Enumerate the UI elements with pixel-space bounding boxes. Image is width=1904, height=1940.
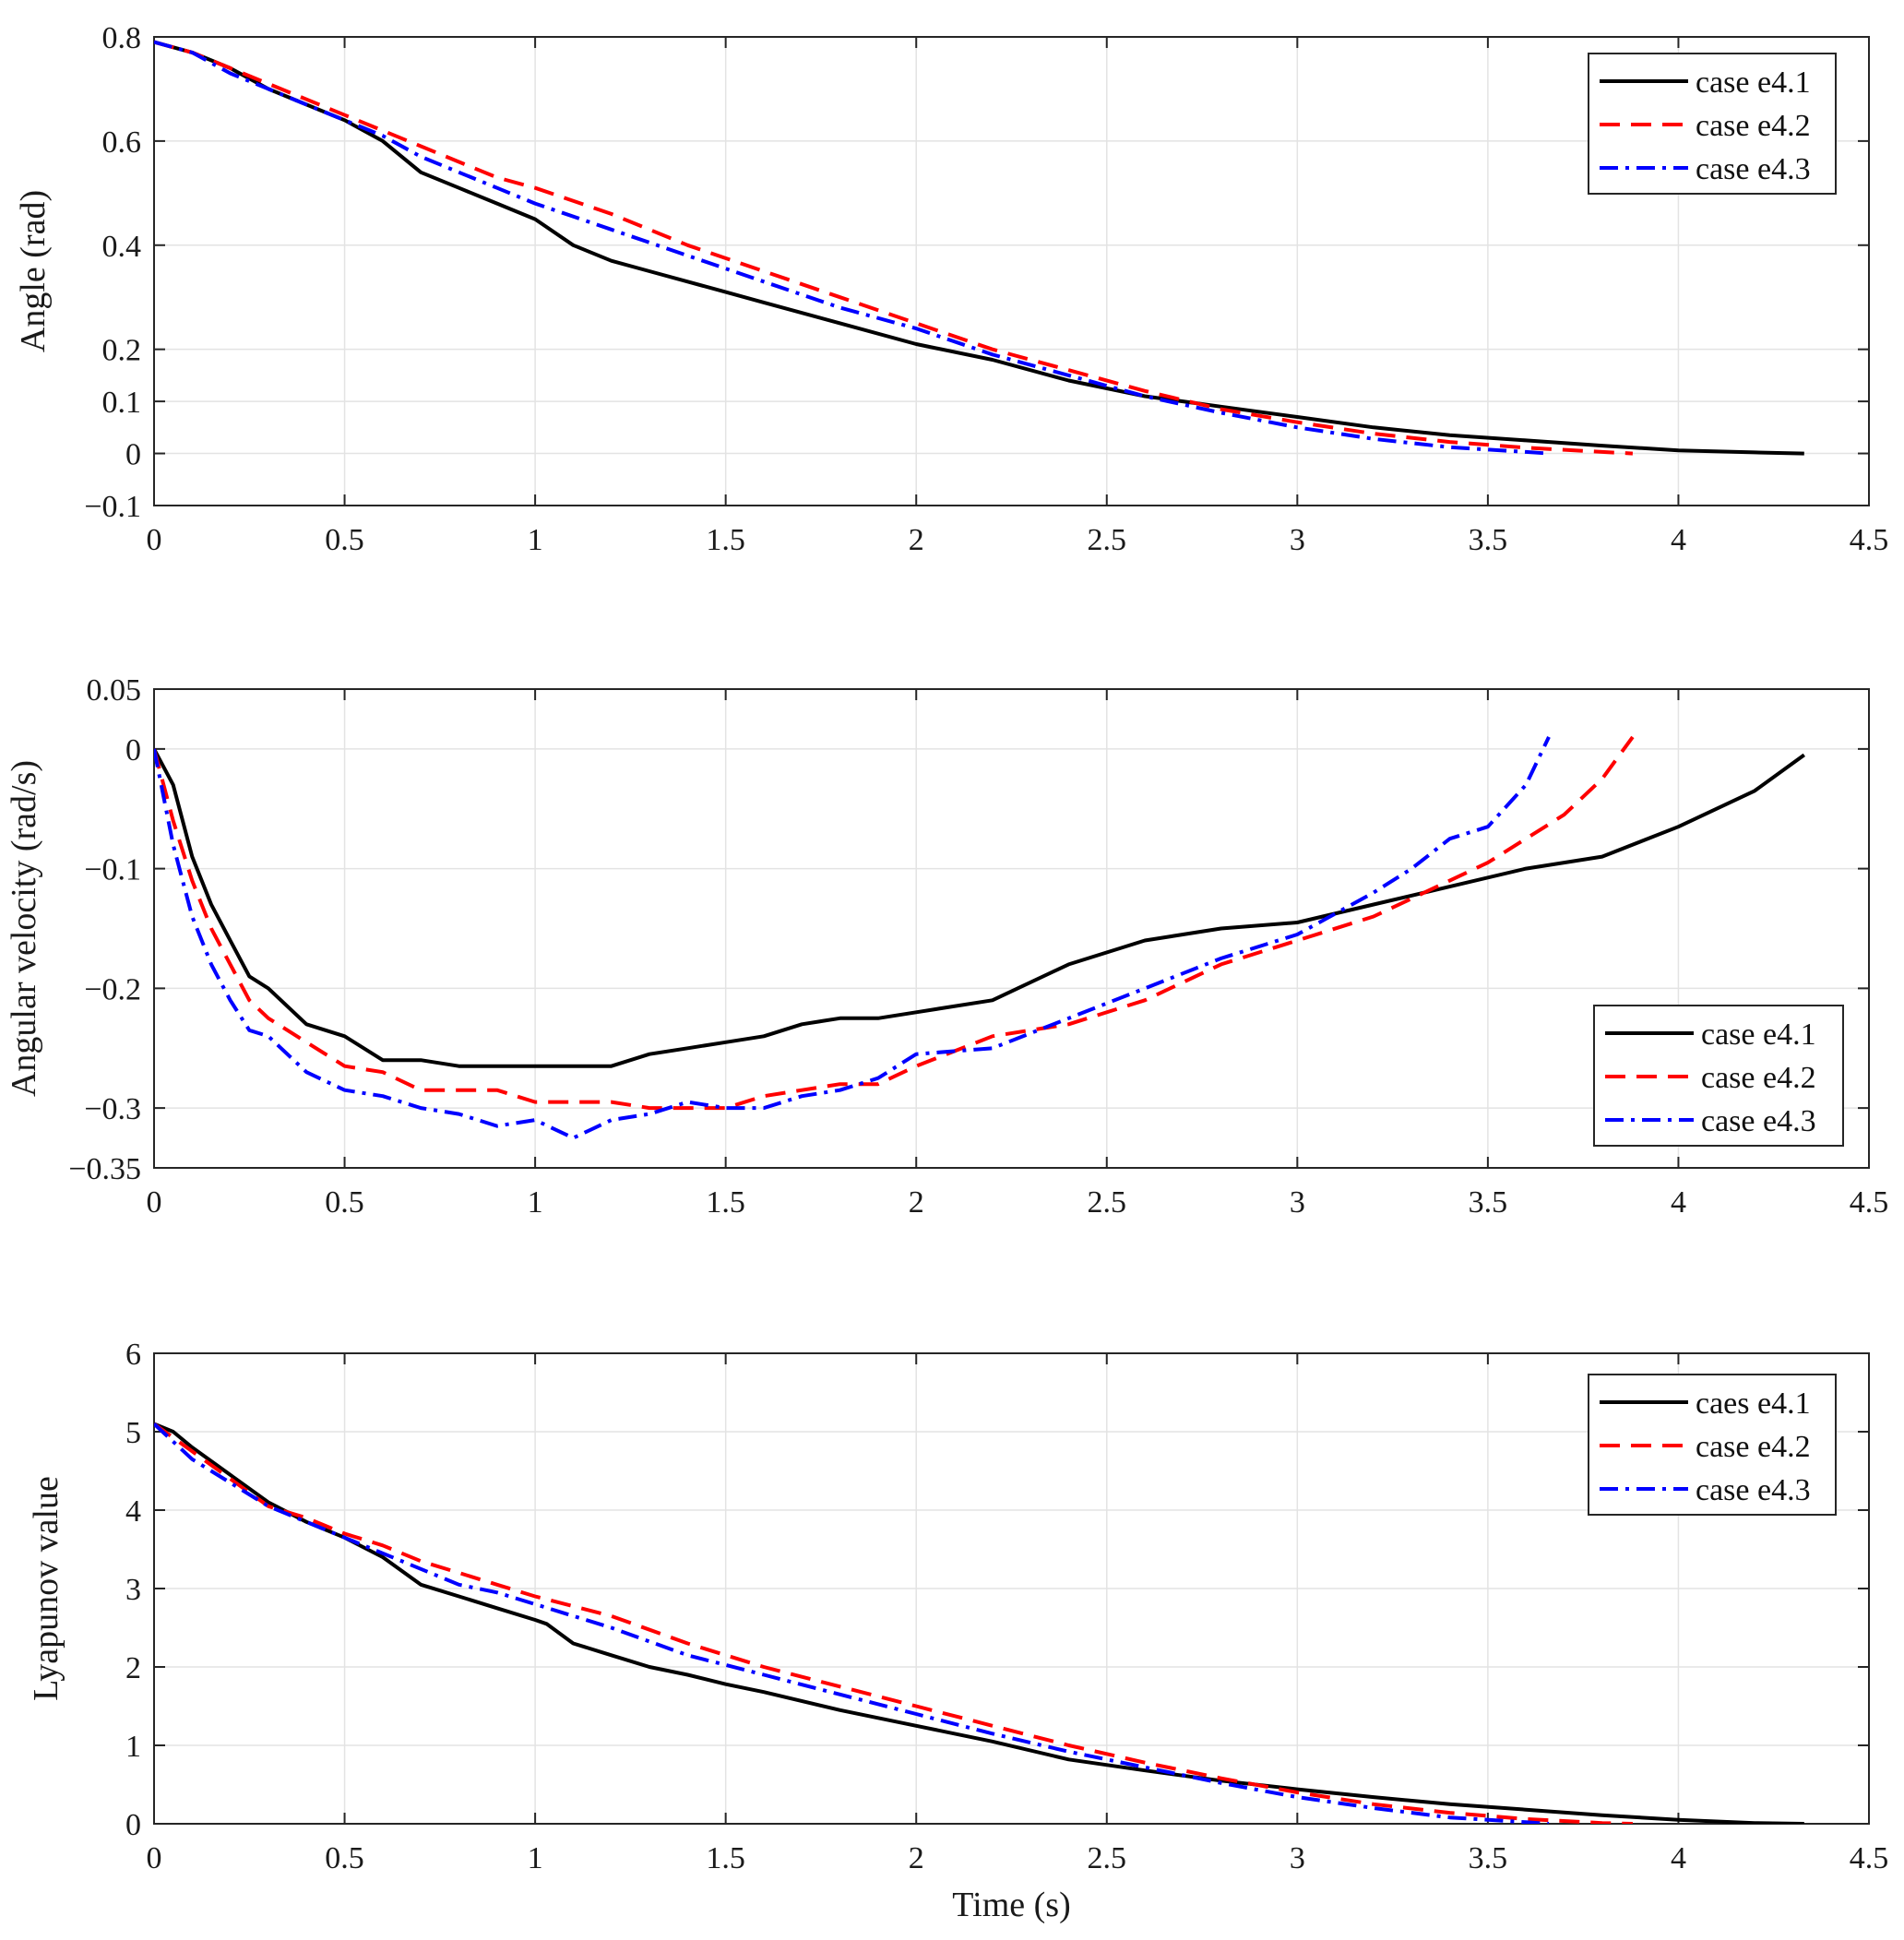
x-tick-label: 2	[909, 1185, 924, 1220]
x-tick-label: 0.5	[325, 1841, 364, 1875]
x-tick-label: 0	[147, 523, 162, 557]
y-axis-label: Angular velocity (rad/s)	[5, 760, 43, 1097]
x-tick-label: 4.5	[1850, 1841, 1889, 1875]
legend: case e4.1 case e4.2 case e4.3	[1593, 1005, 1844, 1147]
y-tick-label: 6	[125, 1338, 141, 1372]
y-tick-label: 1	[125, 1730, 141, 1764]
series-line-case-e4-2	[154, 1422, 1633, 1824]
series-line-case-e4-3	[154, 1422, 1550, 1824]
series-line-case-e4-3	[154, 736, 1551, 1140]
x-tick-label: 1.5	[706, 523, 745, 557]
x-tick-label: 2	[909, 523, 924, 557]
y-tick-label: −0.1	[84, 490, 141, 524]
y-tick-label: 0.05	[87, 673, 142, 708]
legend-entry-label: case e4.1	[1696, 65, 1811, 100]
x-tick-label: 0.5	[325, 1185, 364, 1220]
x-tick-label: 1	[528, 523, 543, 557]
y-tick-label: 0.8	[102, 21, 142, 55]
series-line-case-e4-3	[154, 40, 1550, 456]
x-tick-label: 1.5	[706, 1841, 745, 1875]
series-line-case-e4-2	[154, 40, 1634, 456]
x-tick-label: 2.5	[1088, 1841, 1127, 1875]
y-tick-label: −0.35	[68, 1152, 141, 1186]
x-tick-label: 3	[1290, 523, 1305, 557]
series-line-caes-e4-1	[154, 1422, 1804, 1824]
y-tick-label: −0.3	[84, 1092, 141, 1126]
x-tick-label: 2	[909, 1841, 924, 1875]
y-tick-label: 0.2	[102, 334, 142, 368]
y-tick-label: 0.4	[102, 230, 142, 264]
legend-entry-label: caes e4.1	[1696, 1387, 1811, 1421]
x-tick-label: 4.5	[1850, 1185, 1889, 1220]
x-tick-label: 1.5	[706, 1185, 745, 1220]
x-tick-label: 0	[147, 1185, 162, 1220]
legend: caes e4.1 case e4.2 case e4.3	[1588, 1374, 1837, 1516]
y-tick-label: 0	[125, 1808, 141, 1842]
axes-frame	[153, 36, 1870, 506]
y-tick-label: −0.2	[84, 972, 141, 1006]
x-tick-label: 0.5	[325, 523, 364, 557]
legend-box	[1593, 1005, 1844, 1147]
x-axis-label: Time (s)	[952, 1886, 1070, 1924]
y-tick-label: −0.1	[84, 853, 141, 887]
angle-plot: 0 0.5 1 1.5 2 2.5 3 3.5 4 4.5−0.100.10.20.40.60.8…	[14, 21, 1888, 557]
legend-entry-label: case e4.1	[1701, 1018, 1816, 1052]
x-tick-label: 3.5	[1469, 1841, 1508, 1875]
legend: case e4.1 case e4.2 case e4.3	[1588, 53, 1837, 195]
legend-entry-label: case e4.3	[1696, 1473, 1811, 1507]
x-tick-label: 2.5	[1088, 523, 1127, 557]
x-tick-label: 4	[1671, 1185, 1686, 1220]
legend-entry-label: case e4.2	[1696, 109, 1811, 143]
x-tick-label: 3.5	[1469, 523, 1508, 557]
series-line-case-e4-1	[154, 40, 1804, 456]
x-tick-label: 4.5	[1850, 523, 1889, 557]
y-tick-label: 4	[125, 1494, 141, 1529]
y-tick-label: 0.6	[102, 125, 142, 160]
y-tick-label: 2	[125, 1651, 141, 1685]
angular-velocity-plot: 0 0.5 1 1.5 2 2.5 3 3.5 4 4.5 −0.35 −0.3 −0.2 −0.1 0 0.…	[5, 673, 1888, 1220]
axes-frame	[153, 688, 1870, 1169]
x-tick-label: 1	[528, 1185, 543, 1220]
y-tick-label: 0	[125, 733, 141, 768]
legend-entry-label: case e4.3	[1696, 152, 1811, 186]
x-tick-label: 1	[528, 1841, 543, 1875]
series-line-case-e4-1	[154, 747, 1805, 1068]
x-tick-label: 0	[147, 1841, 162, 1875]
legend-entry-label: case e4.2	[1701, 1061, 1816, 1095]
x-tick-label: 3	[1290, 1185, 1305, 1220]
legend-box	[1588, 1374, 1837, 1516]
x-tick-label: 3.5	[1469, 1185, 1508, 1220]
x-tick-label: 4	[1671, 523, 1686, 557]
y-axis-label: Lyapunov value	[27, 1476, 65, 1701]
x-tick-label: 3	[1290, 1841, 1305, 1875]
y-tick-label: 0.1	[102, 386, 142, 420]
y-tick-label: 5	[125, 1416, 141, 1450]
legend-entry-label: case e4.2	[1696, 1430, 1811, 1464]
series-line-case-e4-2	[154, 735, 1635, 1111]
x-tick-label: 4	[1671, 1841, 1686, 1875]
legend-entry-label: case e4.3	[1701, 1104, 1816, 1138]
y-tick-label: 3	[125, 1573, 141, 1607]
y-axis-label: Angle (rad)	[14, 190, 53, 352]
y-tick-label: 0	[125, 438, 141, 472]
x-tick-label: 2.5	[1088, 1185, 1127, 1220]
lyapunov-plot: 0 0.5 1 1.5 2 2.5 3 3.5 4 4.5 0 1 2 3 4 5 6 Lyapunov valu…	[27, 1338, 1888, 1924]
legend-box	[1588, 53, 1837, 195]
